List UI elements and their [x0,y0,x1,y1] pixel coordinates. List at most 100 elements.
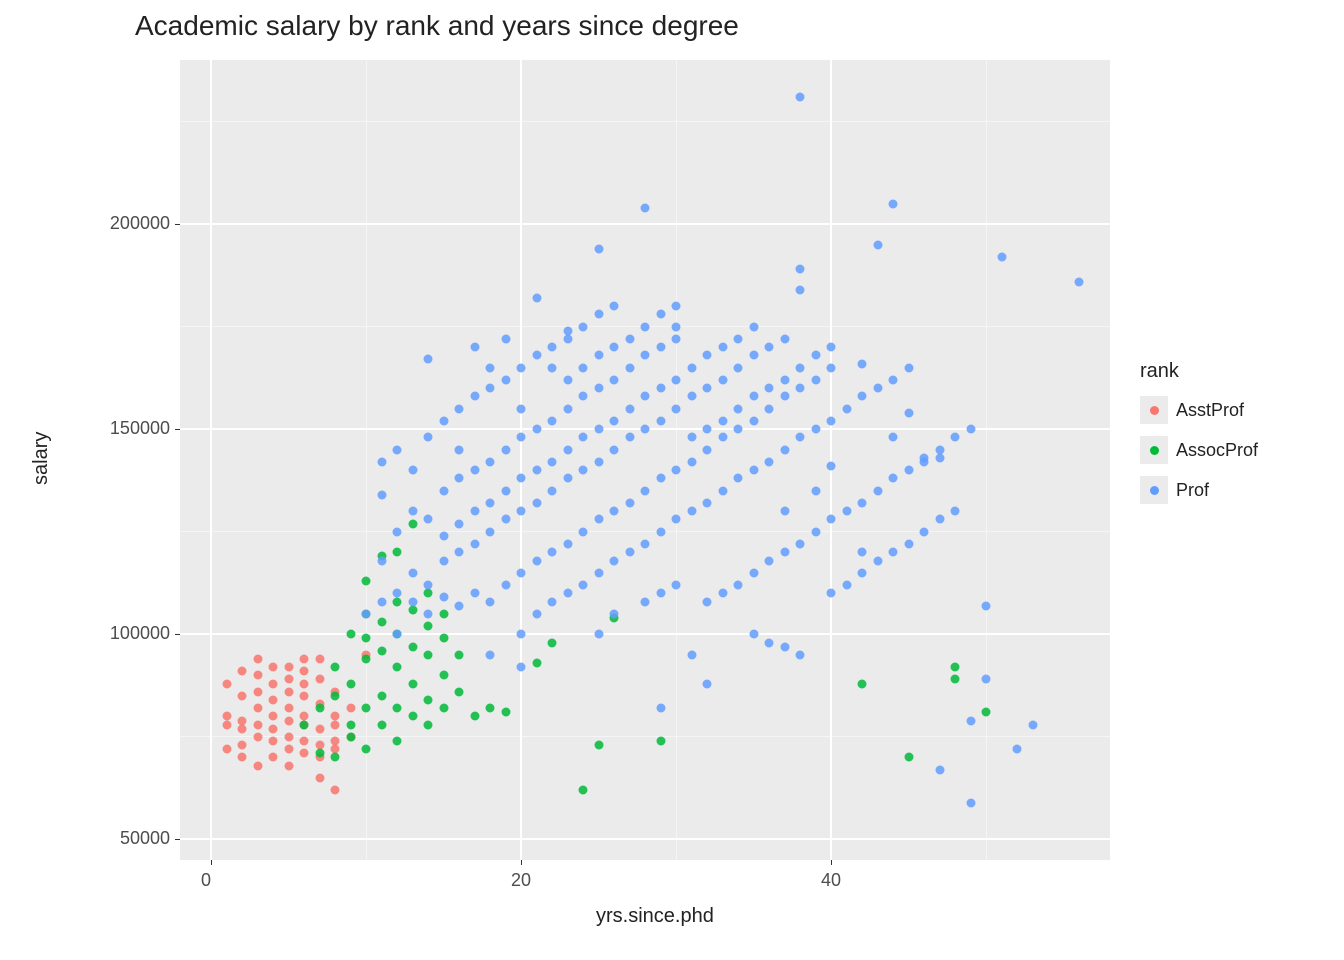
data-point [579,527,588,536]
data-point [486,704,495,713]
data-point [548,417,557,426]
data-point [672,404,681,413]
data-point [517,474,526,483]
data-point [548,363,557,372]
y-tick [175,839,180,840]
data-point [796,92,805,101]
data-point [253,704,262,713]
data-point [331,786,340,795]
legend-key [1140,436,1168,464]
data-point [424,720,433,729]
data-point [765,638,774,647]
data-point [362,634,371,643]
data-point [563,474,572,483]
data-point [532,351,541,360]
data-point [765,404,774,413]
data-point [486,499,495,508]
legend-key [1140,396,1168,424]
data-point [982,708,991,717]
grid-major-h [180,223,1110,225]
data-point [470,507,479,516]
legend-label: AssocProf [1176,440,1258,461]
data-point [455,687,464,696]
data-point [284,687,293,696]
data-point [300,667,309,676]
data-point [393,704,402,713]
data-point [377,556,386,565]
chart-title: Academic salary by rank and years since … [135,10,739,42]
grid-minor-v [986,60,987,860]
data-point [904,466,913,475]
data-point [393,527,402,536]
data-point [734,581,743,590]
data-point [377,490,386,499]
data-point [408,466,417,475]
data-point [517,433,526,442]
data-point [811,527,820,536]
data-point [393,548,402,557]
data-point [424,515,433,524]
data-point [253,761,262,770]
data-point [625,433,634,442]
data-point [300,749,309,758]
data-point [377,691,386,700]
grid-major-v [210,60,212,860]
data-point [672,515,681,524]
y-tick-label: 100000 [110,623,170,644]
data-point [610,556,619,565]
data-point [253,687,262,696]
data-point [703,351,712,360]
data-point [842,507,851,516]
data-point [238,741,247,750]
data-point [966,425,975,434]
data-point [548,638,557,647]
data-point [269,696,278,705]
data-point [827,589,836,598]
data-point [858,679,867,688]
data-point [393,445,402,454]
data-point [517,363,526,372]
data-point [594,384,603,393]
data-point [393,663,402,672]
data-point [625,404,634,413]
data-point [672,466,681,475]
data-point [672,376,681,385]
data-point [377,597,386,606]
data-point [904,363,913,372]
x-tick [521,860,522,865]
data-point [424,355,433,364]
data-point [284,663,293,672]
data-point [749,322,758,331]
data-point [718,343,727,352]
data-point [331,720,340,729]
data-point [548,548,557,557]
data-point [579,466,588,475]
data-point [594,741,603,750]
data-point [501,581,510,590]
data-point [610,417,619,426]
data-point [641,203,650,212]
data-point [780,507,789,516]
data-point [780,334,789,343]
y-tick [175,634,180,635]
data-point [904,753,913,762]
data-point [253,654,262,663]
data-point [594,568,603,577]
data-point [470,343,479,352]
data-point [315,704,324,713]
data-point [734,425,743,434]
data-point [532,499,541,508]
data-point [408,712,417,721]
data-point [408,605,417,614]
data-point [393,589,402,598]
data-point [594,425,603,434]
data-point [439,556,448,565]
data-point [222,679,231,688]
data-point [532,466,541,475]
data-point [439,593,448,602]
data-point [315,675,324,684]
data-point [393,630,402,639]
data-point [765,556,774,565]
data-point [362,704,371,713]
data-point [439,671,448,680]
